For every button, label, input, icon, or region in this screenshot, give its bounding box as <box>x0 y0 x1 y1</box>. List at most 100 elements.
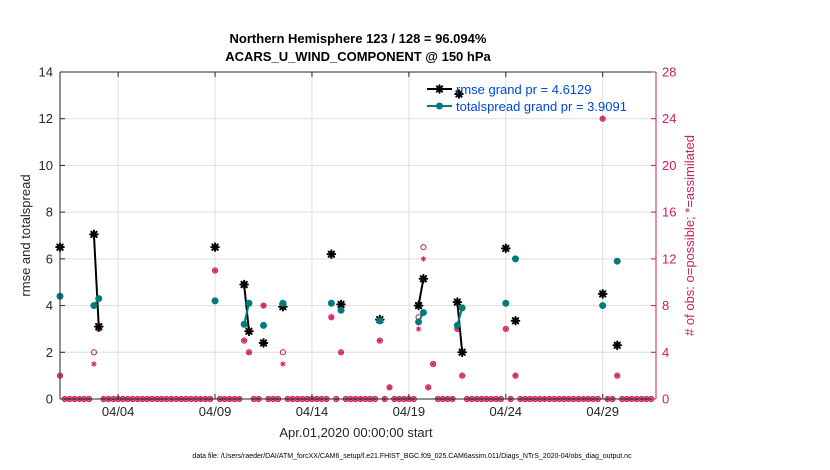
totalspread-point <box>599 302 607 310</box>
obs-assimilated-point <box>430 361 436 367</box>
star-stroke <box>435 85 444 93</box>
chart-subtitle: ACARS_U_WIND_COMPONENT @ 150 hPa <box>225 49 491 64</box>
rmse-point <box>510 315 521 326</box>
y2-tick-label: 0 <box>662 392 669 407</box>
y-tick-label: 6 <box>46 251 53 266</box>
legend-rmse-label: rmse grand pr = 4.6129 <box>456 82 592 97</box>
star-stroke <box>458 348 466 356</box>
rmse-point <box>500 243 511 254</box>
rmse-point <box>326 249 337 259</box>
obs-possible-point <box>279 349 286 356</box>
obs-assimilated-point <box>260 302 267 309</box>
star-stroke <box>503 326 508 332</box>
obs-assimilated-point <box>502 326 509 332</box>
star-stroke <box>338 350 344 355</box>
rmse-segment <box>92 234 100 327</box>
star-stroke <box>460 373 465 378</box>
rmse-point <box>413 300 424 311</box>
star-stroke <box>513 373 518 378</box>
rmse-point <box>336 299 346 310</box>
star-stroke <box>615 373 620 378</box>
totalspread-point <box>502 299 510 307</box>
star-stroke <box>419 275 428 283</box>
totalspread-point <box>90 302 98 310</box>
star-stroke <box>245 327 253 335</box>
totalspread-point <box>337 306 345 314</box>
x-tick-label: 04/19 <box>393 404 426 419</box>
star-stroke <box>453 298 462 306</box>
rmse-point <box>454 89 464 99</box>
star-stroke <box>337 300 345 309</box>
obs-assimilated-point <box>212 267 218 274</box>
obs-assimilated-point <box>91 361 97 367</box>
totalspread-point <box>376 317 384 325</box>
y2-tick-label: 20 <box>662 158 676 173</box>
star-stroke <box>430 361 436 367</box>
y2-tick-label: 12 <box>662 251 676 266</box>
obs-possible-point <box>420 244 427 251</box>
y-tick-label: 8 <box>46 205 53 220</box>
star-stroke <box>246 350 252 355</box>
x-tick-label: 04/29 <box>586 404 619 419</box>
y-tick-label: 0 <box>46 392 53 407</box>
star-stroke <box>511 317 520 325</box>
star-stroke <box>327 250 336 258</box>
obs-assimilated-point <box>459 372 466 379</box>
obs-assimilated-point <box>599 115 606 122</box>
rmse-point <box>457 347 467 358</box>
totalspread-point <box>458 304 466 312</box>
y-axis-label: rmse and totalspread <box>18 174 33 296</box>
plot-area <box>60 72 656 399</box>
data-file-footer: data file: /Users/raeder/DAI/ATM_forcXX/… <box>192 453 632 460</box>
x-tick-label: 04/04 <box>102 404 135 419</box>
star-stroke <box>259 339 268 347</box>
rmse-point <box>239 279 249 290</box>
y2-tick-label: 8 <box>662 298 669 313</box>
legend-rmse-marker <box>434 84 445 94</box>
star-stroke <box>387 385 392 390</box>
y-tick-label: 4 <box>46 298 53 313</box>
obs-assimilated-point <box>386 384 393 391</box>
obs-assimilated-point <box>425 384 432 391</box>
star-stroke <box>455 90 463 98</box>
chart-title: Northern Hemisphere 123 / 128 = 96.094% <box>230 31 487 46</box>
obs-assimilated-point <box>280 361 286 367</box>
star-stroke <box>95 322 103 331</box>
y2-tick-label: 28 <box>662 65 676 80</box>
obs-assimilated-point <box>512 372 519 379</box>
totalspread-point <box>327 299 335 307</box>
star-stroke <box>211 243 219 251</box>
legend: rmse grand pr = 4.6129 totalspread grand… <box>427 82 627 114</box>
star-stroke <box>599 290 607 298</box>
totalspread-point <box>613 257 621 265</box>
rmse-point <box>210 242 220 252</box>
star-stroke <box>421 256 426 262</box>
totalspread-segment <box>243 303 250 325</box>
obs-assimilated-point <box>376 337 383 344</box>
star-stroke <box>426 385 431 390</box>
rmse-point <box>597 289 608 299</box>
rmse-point <box>452 297 463 307</box>
y-tick-label: 2 <box>46 345 53 360</box>
star-stroke <box>416 326 421 332</box>
obs-assimilated-point <box>420 256 427 262</box>
star-stroke <box>240 280 248 289</box>
y2-tick-label: 24 <box>662 111 676 126</box>
obs-assimilated-point <box>246 349 252 356</box>
x-tick-label: 04/09 <box>199 404 232 419</box>
rmse-point <box>244 326 254 337</box>
star-stroke <box>600 116 605 121</box>
legend-spread-label: totalspread grand pr = 3.9091 <box>456 99 627 114</box>
star-stroke <box>261 303 266 308</box>
obs-assimilated-point <box>614 372 621 379</box>
y-tick-label: 14 <box>39 65 53 80</box>
star-stroke <box>212 268 218 273</box>
rmse-segment <box>417 278 425 306</box>
star-stroke <box>90 230 98 239</box>
rmse-point <box>612 340 623 351</box>
y2-tick-label: 16 <box>662 205 676 220</box>
totalspread-point <box>511 255 519 263</box>
legend-spread-marker <box>436 102 443 110</box>
x-tick-label: 04/24 <box>490 404 523 419</box>
